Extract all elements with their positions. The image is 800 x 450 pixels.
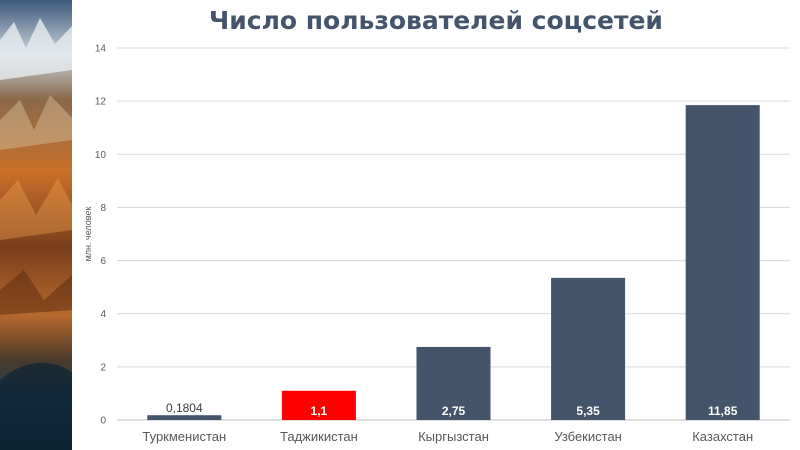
y-tick-label: 2 (100, 362, 106, 373)
x-tick-label: Кыргызстан (418, 429, 489, 444)
y-tick-label: 4 (100, 309, 106, 320)
mountain-photo-strip (0, 0, 72, 450)
y-tick-label: 6 (100, 256, 106, 267)
data-label: 1,1 (311, 404, 328, 418)
data-label: 11,85 (708, 404, 738, 418)
bar (147, 415, 222, 420)
x-tick-label: Туркменистан (142, 429, 226, 444)
y-tick-label: 0 (100, 416, 106, 427)
data-label: 0,1804 (166, 401, 203, 415)
x-tick-label: Таджикистан (280, 429, 358, 444)
bar (281, 390, 356, 420)
bar (685, 105, 760, 420)
data-labels: 0,1804 1,1 2,75 5,35 11,85 (166, 401, 738, 418)
y-axis-ticks: 0 2 4 6 8 10 12 14 (95, 44, 107, 427)
data-label: 5,35 (576, 404, 600, 418)
x-axis-ticks: Туркменистан Таджикистан Кыргызстан Узбекис… (142, 429, 753, 444)
bar (416, 346, 491, 420)
bars (147, 105, 760, 420)
x-tick-label: Узбекистан (554, 429, 622, 444)
x-tick-label: Казахстан (692, 429, 753, 444)
y-tick-label: 12 (95, 97, 107, 108)
y-axis-title: млн. человек (83, 207, 93, 262)
y-tick-label: 14 (95, 44, 107, 55)
y-tick-label: 8 (100, 203, 106, 214)
data-label: 2,75 (442, 404, 466, 418)
y-tick-label: 10 (95, 150, 107, 161)
bar (551, 277, 626, 420)
chart-title: Число пользователей соцсетей (209, 6, 663, 35)
